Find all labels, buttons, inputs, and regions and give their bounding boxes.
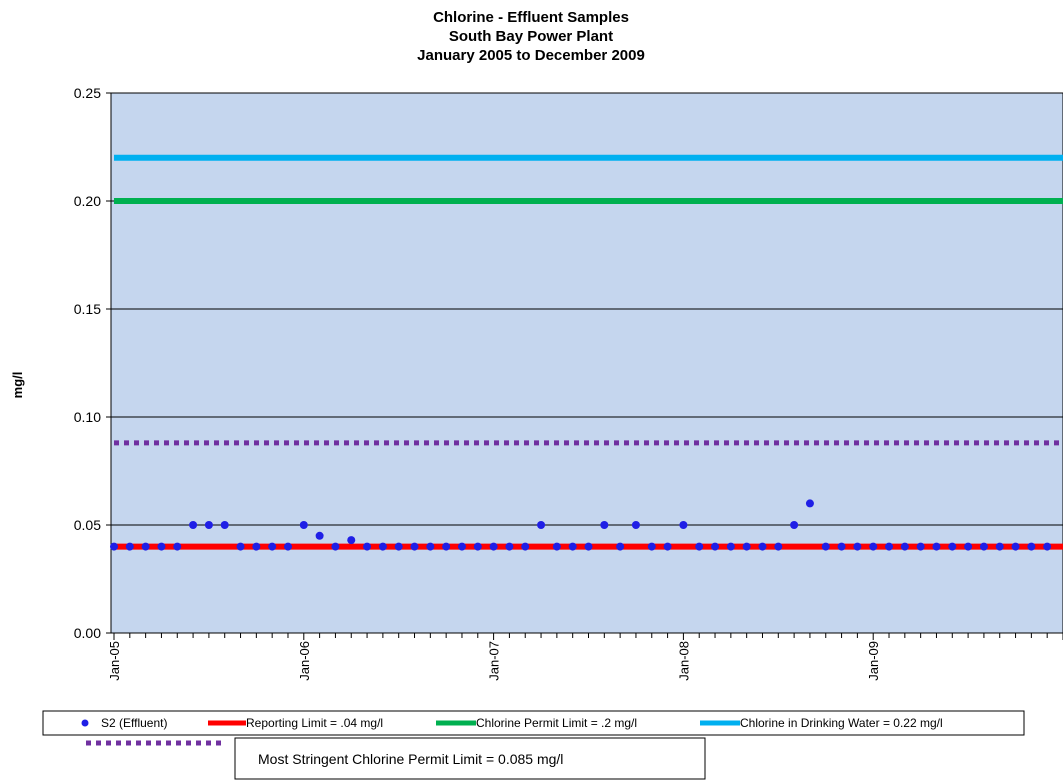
data-point — [885, 542, 894, 551]
data-point — [410, 542, 419, 551]
y-tick-label: 0.25 — [74, 85, 101, 101]
data-point — [774, 542, 783, 551]
legend-label-s2-effluent: S2 (Effluent) — [101, 716, 167, 730]
data-point — [995, 542, 1004, 551]
data-point — [869, 542, 878, 551]
x-tick-label: Jan-08 — [676, 641, 691, 681]
data-point — [631, 521, 640, 529]
data-point — [679, 521, 688, 529]
data-point — [900, 542, 909, 551]
data-point — [204, 521, 213, 529]
data-point — [647, 542, 656, 551]
legend-label-permit-limit: Chlorine Permit Limit = .2 mg/l — [476, 716, 637, 730]
data-point — [283, 542, 292, 551]
data-point — [521, 542, 530, 551]
data-point — [315, 531, 324, 540]
data-point — [220, 521, 229, 529]
data-point — [537, 521, 546, 529]
data-point — [711, 542, 720, 551]
data-point — [979, 542, 988, 551]
data-point — [1027, 542, 1036, 551]
data-point — [742, 542, 751, 551]
data-point — [347, 536, 356, 545]
data-point — [363, 542, 372, 551]
y-tick-label: 0.10 — [74, 409, 101, 425]
data-point — [663, 542, 672, 551]
x-tick-label: Jan-09 — [866, 641, 881, 681]
data-point — [394, 542, 403, 551]
data-point — [268, 542, 277, 551]
data-point — [805, 499, 814, 508]
data-point — [110, 542, 118, 551]
x-tick-label: Jan-06 — [297, 641, 312, 681]
legend-marker-s2-effluent — [81, 719, 89, 727]
y-tick-label: 0.00 — [74, 625, 101, 641]
y-tick-label: 0.05 — [74, 517, 101, 533]
s2-effluent-points — [110, 499, 1052, 551]
data-point — [473, 542, 482, 551]
data-point — [600, 521, 609, 529]
data-point — [584, 542, 593, 551]
x-tick-label: Jan-07 — [487, 641, 502, 681]
data-point — [1011, 542, 1020, 551]
data-point — [299, 521, 308, 529]
data-point — [948, 542, 957, 551]
data-point — [552, 542, 561, 551]
chart-title-line-3: January 2005 to December 2009 — [417, 47, 645, 64]
data-point — [837, 542, 846, 551]
data-point — [726, 542, 735, 551]
most-stringent-box — [234, 737, 706, 780]
data-point — [252, 542, 261, 551]
data-point — [568, 542, 577, 551]
data-point — [616, 542, 625, 551]
data-point — [236, 542, 245, 551]
data-point — [916, 542, 925, 551]
legend-label-drinking-water: Chlorine in Drinking Water = 0.22 mg/l — [740, 716, 943, 730]
chart-title-line-1: Chlorine - Effluent Samples — [433, 9, 629, 26]
legend-label-reporting-limit: Reporting Limit = .04 mg/l — [246, 716, 383, 730]
data-point — [141, 542, 150, 551]
data-point — [378, 542, 387, 551]
data-point — [1043, 542, 1052, 551]
data-point — [695, 542, 704, 551]
y-axis-label: mg/l — [10, 372, 25, 399]
y-axis-ticks: 0.00 0.05 0.10 0.15 0.20 0.25 — [74, 85, 111, 641]
data-point — [932, 542, 941, 551]
data-point — [189, 521, 198, 529]
data-point — [442, 542, 451, 551]
chart-title-line-2: South Bay Power Plant — [449, 28, 613, 45]
x-tick-label: Jan-05 — [107, 641, 122, 681]
most-stringent-label: Most Stringent Chlorine Permit Limit = 0… — [258, 751, 563, 767]
data-point — [426, 542, 435, 551]
data-point — [173, 542, 182, 551]
y-tick-label: 0.15 — [74, 301, 101, 317]
data-point — [331, 542, 340, 551]
data-point — [758, 542, 767, 551]
data-point — [853, 542, 862, 551]
x-axis-ticks: Jan-05 Jan-06 Jan-07 Jan-08 Jan-09 — [107, 633, 1063, 681]
data-point — [489, 542, 498, 551]
data-point — [964, 542, 973, 551]
data-point — [505, 542, 514, 551]
data-point — [125, 542, 134, 551]
legend-box — [42, 710, 1025, 736]
data-point — [790, 521, 799, 529]
y-tick-label: 0.20 — [74, 193, 101, 209]
plot-area — [110, 92, 1063, 634]
data-point — [821, 542, 830, 551]
legend: S2 (Effluent) Reporting Limit = .04 mg/l… — [42, 710, 1025, 736]
data-point — [457, 542, 466, 551]
data-point — [157, 542, 166, 551]
